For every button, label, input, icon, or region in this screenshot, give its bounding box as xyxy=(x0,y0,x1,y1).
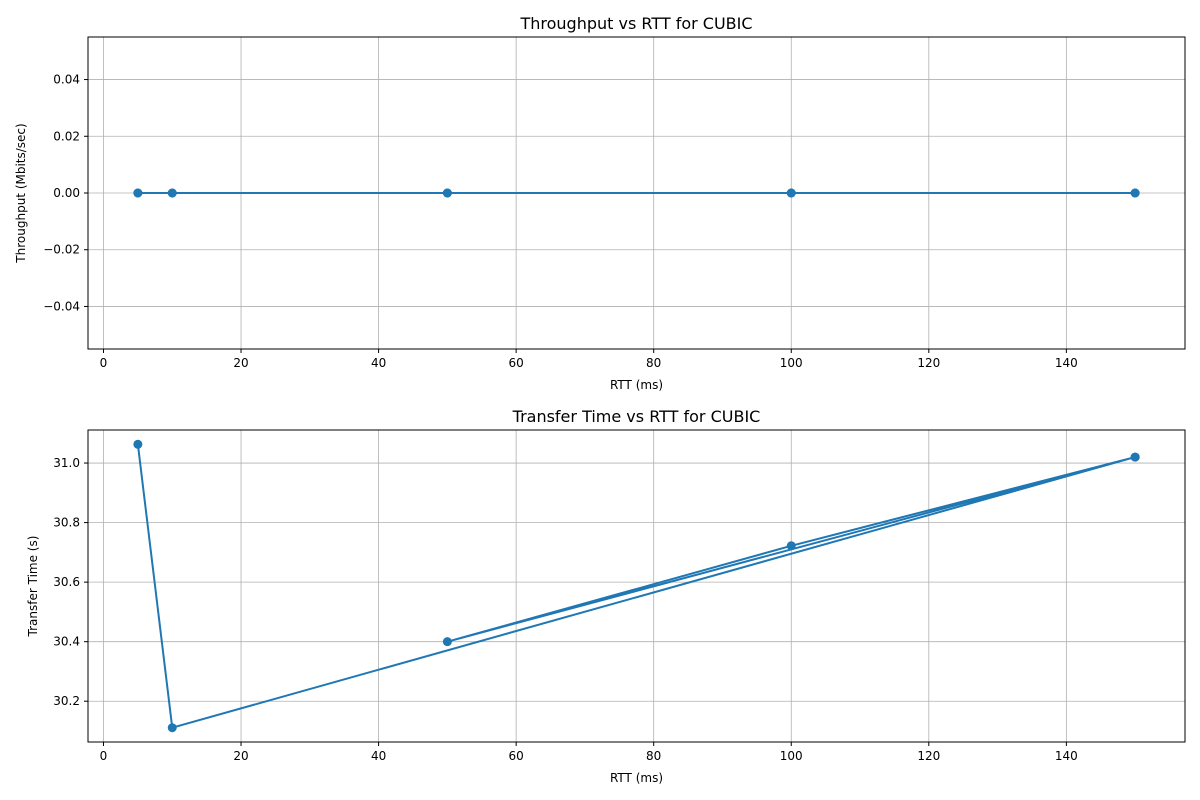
y-tick-label: 0.02 xyxy=(53,129,80,143)
plot-frame xyxy=(87,36,1186,350)
y-tick-label: −0.04 xyxy=(43,299,80,313)
x-axis-label: RTT (ms) xyxy=(610,771,663,785)
x-tick-label: 140 xyxy=(1055,356,1078,370)
transfer-time-chart: 0 20 40 60 80 100 120 140 30.2 30.4 30.6 30.8 31.0 Tr… xyxy=(26,407,1186,785)
data-point xyxy=(133,439,143,449)
x-tick-label: 60 xyxy=(508,356,523,370)
x-tick-label: 20 xyxy=(233,356,248,370)
y-axis-label: Transfer Time (s) xyxy=(26,536,40,638)
data-point xyxy=(442,188,452,198)
x-tick-label: 100 xyxy=(780,749,803,763)
series-line xyxy=(136,444,1137,729)
y-tick-label: 31.0 xyxy=(53,456,80,470)
y-tick-label: 30.4 xyxy=(53,635,80,649)
data-point xyxy=(786,188,796,198)
y-axis-label: Throughput (Mbits/sec) xyxy=(14,123,28,263)
data-point xyxy=(1130,188,1140,198)
x-tick-label: 0 xyxy=(100,749,108,763)
y-tick-label: −0.02 xyxy=(43,243,80,257)
x-axis-label: RTT (ms) xyxy=(610,378,663,392)
x-tick-label: 120 xyxy=(917,356,940,370)
x-tick-label: 80 xyxy=(646,356,661,370)
data-point xyxy=(1130,452,1140,462)
x-tick-label: 60 xyxy=(508,749,523,763)
x-tick-label: 80 xyxy=(646,749,661,763)
data-point xyxy=(786,541,796,551)
y-tick-label: 0.00 xyxy=(53,186,80,200)
x-tick-label: 0 xyxy=(100,356,108,370)
x-tick-label: 120 xyxy=(917,749,940,763)
x-tick-label: 140 xyxy=(1055,749,1078,763)
x-tick-label: 20 xyxy=(233,749,248,763)
y-tick-label: 0.04 xyxy=(53,73,80,87)
data-point xyxy=(167,723,177,733)
x-tick-label: 100 xyxy=(780,356,803,370)
plot-frame xyxy=(87,429,1186,743)
y-tick-label: 30.6 xyxy=(53,575,80,589)
data-point xyxy=(167,188,177,198)
chart-title: Transfer Time vs RTT for CUBIC xyxy=(512,407,761,426)
y-tick-label: 30.8 xyxy=(53,516,80,530)
data-point xyxy=(442,637,452,647)
y-tick-label: 30.2 xyxy=(53,694,80,708)
data-point xyxy=(133,188,143,198)
throughput-chart: 0 20 40 60 80 100 120 140 −0.04 −0.02 0.00 0.02 0.04… xyxy=(14,14,1186,392)
x-tick-label: 40 xyxy=(371,356,386,370)
chart-title: Throughput vs RTT for CUBIC xyxy=(519,14,752,33)
x-tick-label: 40 xyxy=(371,749,386,763)
